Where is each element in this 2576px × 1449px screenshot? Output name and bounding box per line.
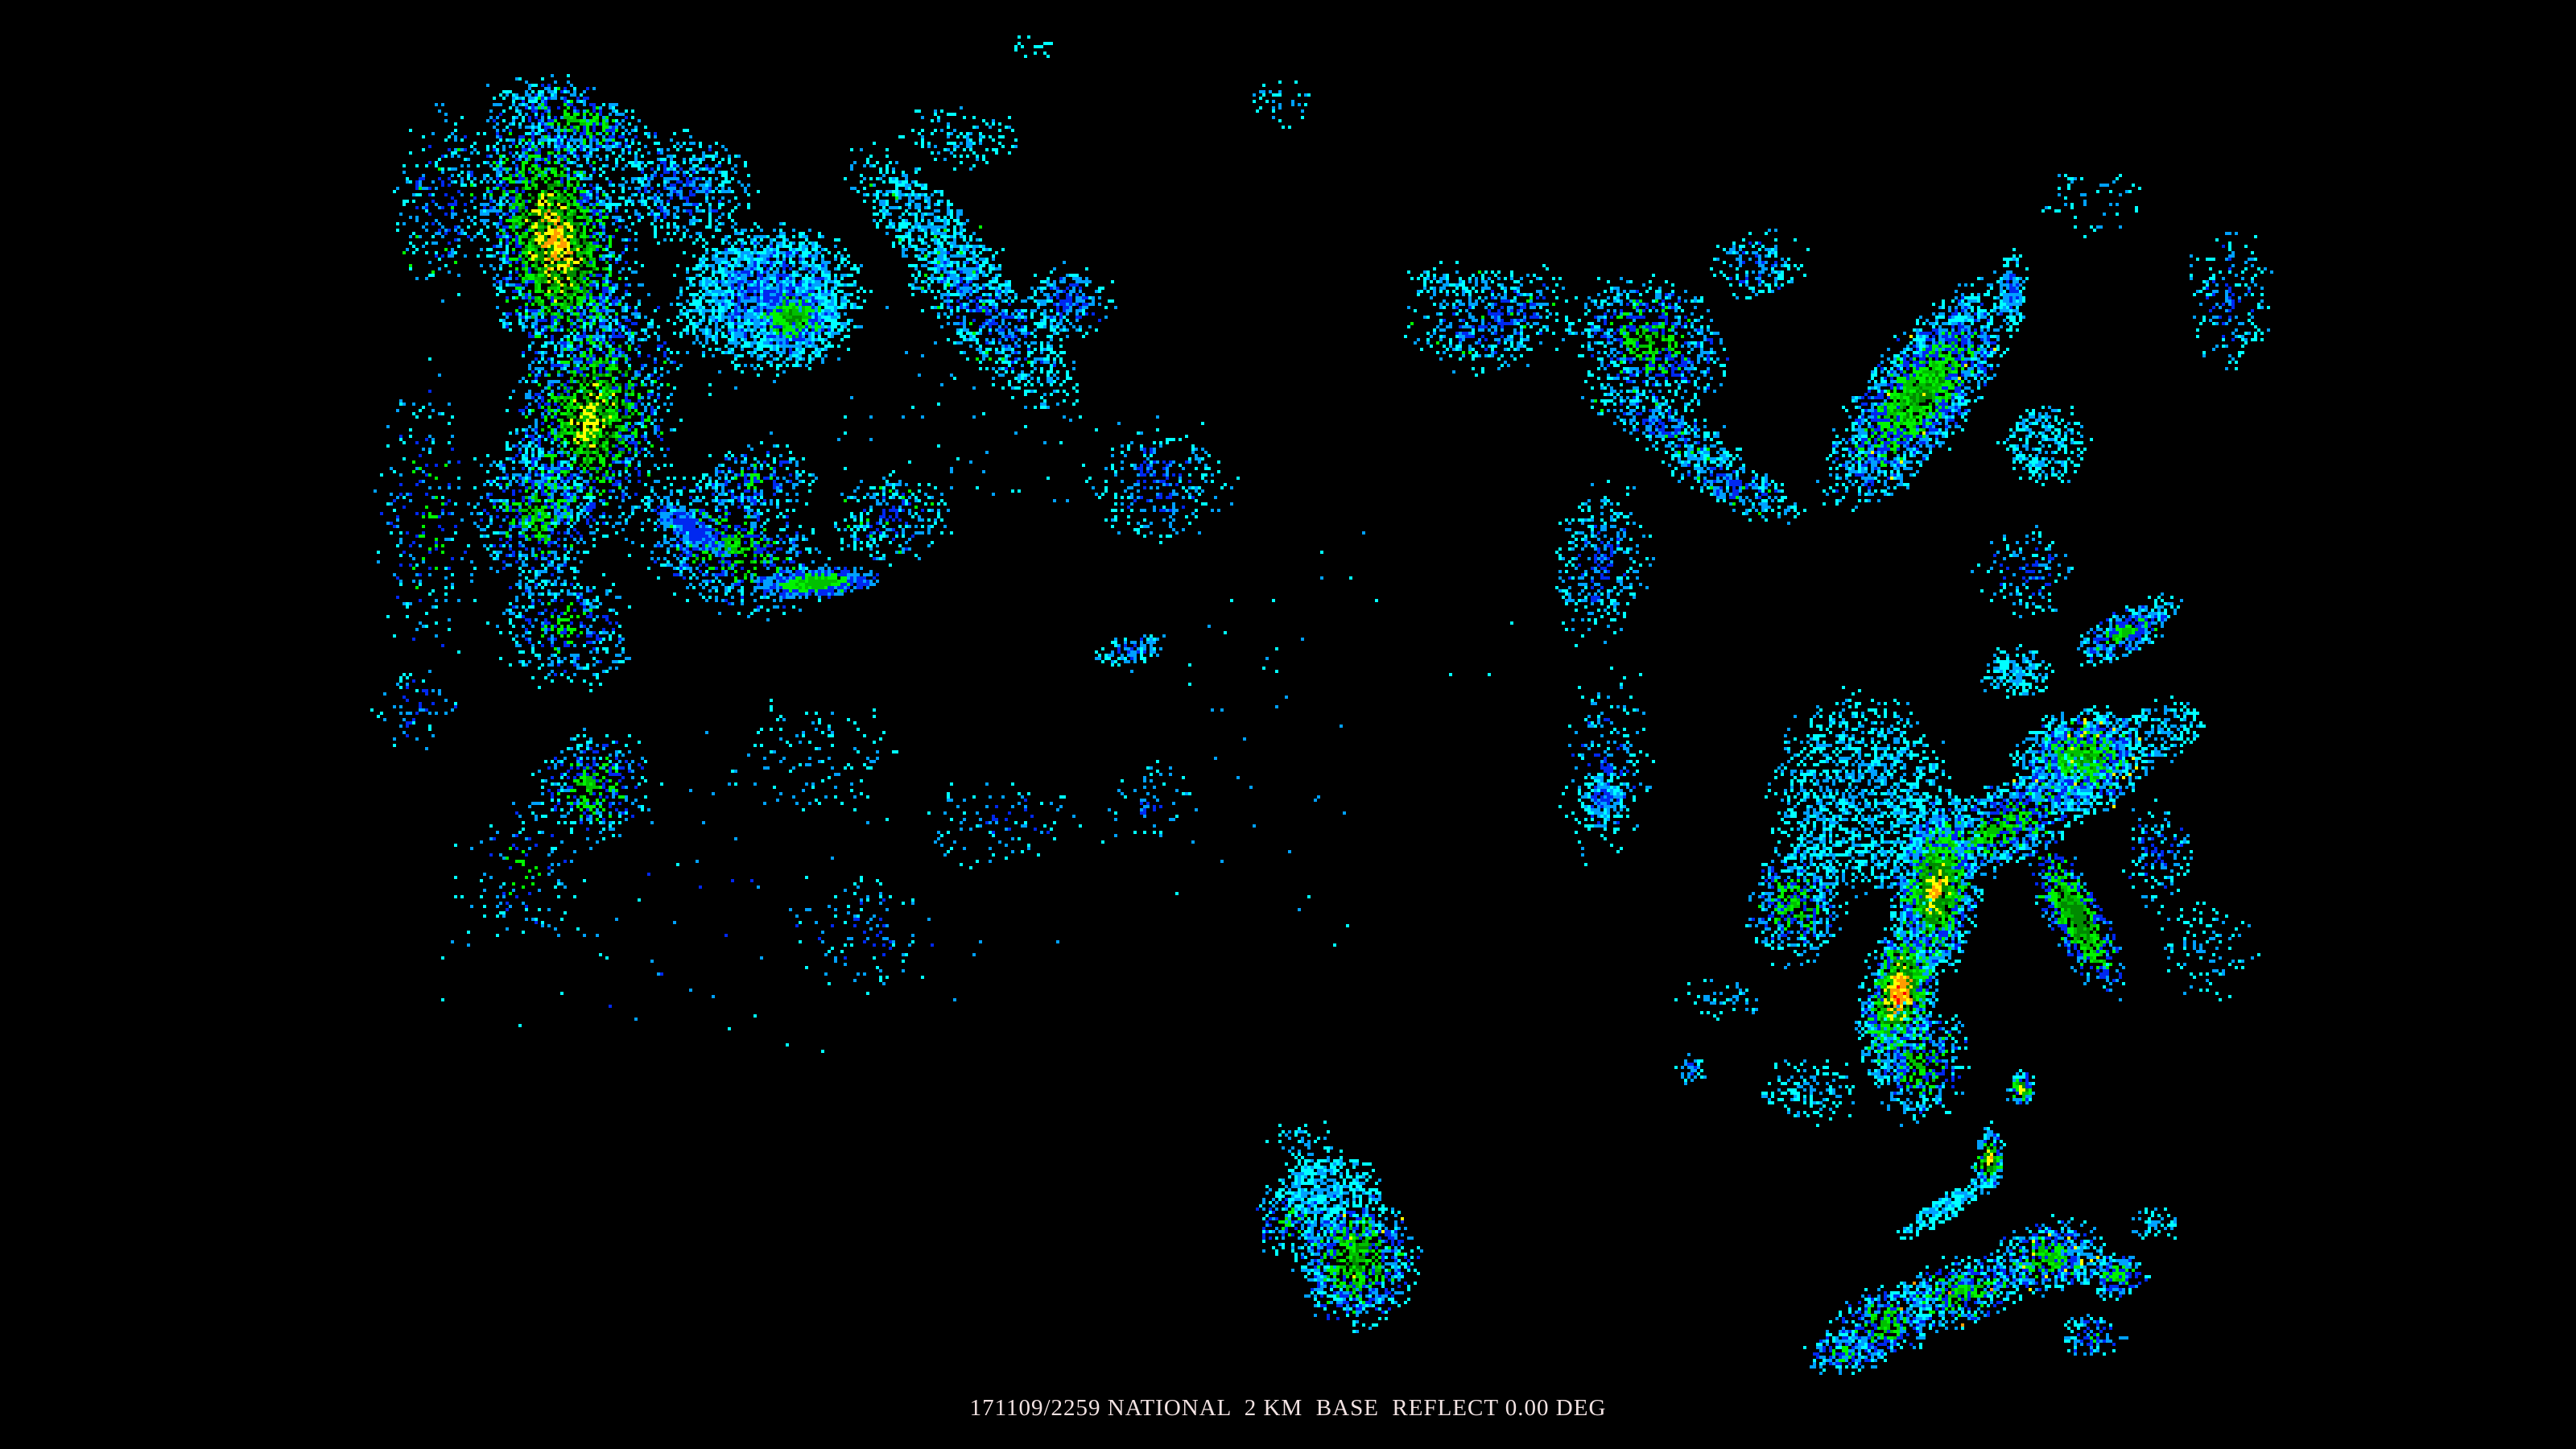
radar-caption: 171109/2259 NATIONAL 2 KM BASE REFLECT 0…	[969, 1395, 1607, 1421]
